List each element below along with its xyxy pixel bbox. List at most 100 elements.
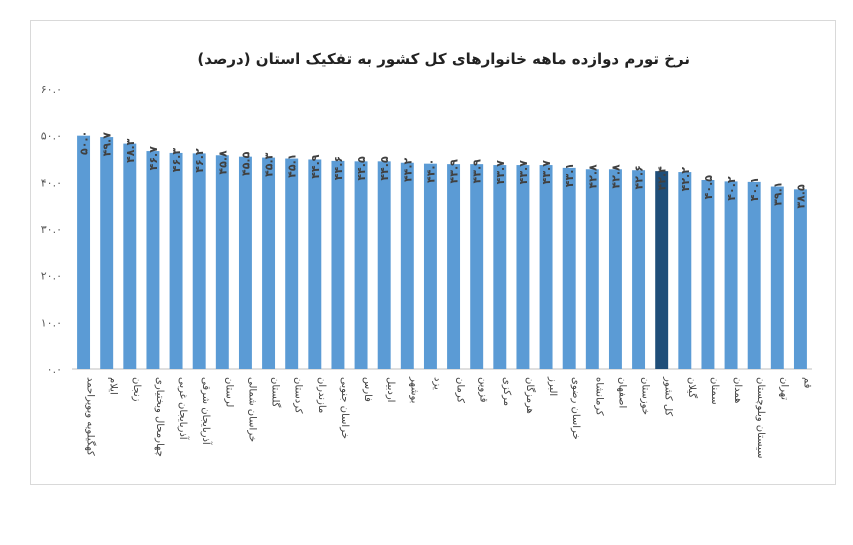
category-label: تهران (778, 377, 789, 400)
bar-value-label: ۴۲.۶ (633, 165, 646, 189)
category-label: اصفهان (616, 377, 627, 408)
bar (701, 180, 715, 369)
category-label: خراسان رضوی (570, 377, 581, 440)
y-tick-label: ۴۰.۰ (41, 176, 62, 189)
bar (770, 186, 784, 369)
y-tick-label: ۳۰.۰ (41, 223, 62, 236)
bar (678, 172, 692, 369)
category-label: مازندران (316, 377, 327, 413)
bar-value-label: ۴۰.۲ (725, 176, 738, 201)
category-label: یزد (431, 377, 442, 390)
bar (793, 189, 807, 369)
bar (146, 151, 160, 369)
bar (539, 165, 553, 369)
category-label: همدان (732, 377, 743, 403)
bar (608, 169, 622, 369)
bar (562, 167, 576, 369)
category-label: ایلام (108, 377, 119, 395)
bar-value-label: ۴۳.۹ (471, 159, 484, 184)
category-label: کرمانشاه (593, 377, 604, 416)
category-label: فارس (362, 377, 373, 402)
bar-value-label: ۵۰.۰ (78, 131, 91, 155)
category-label: البرز (547, 376, 558, 396)
category-label: کردستان (293, 377, 304, 414)
bar-value-label: ۴۶.۲ (193, 148, 206, 173)
category-label: گلستان (270, 377, 282, 408)
bar (516, 165, 530, 369)
bar-value-label: ۴۴.۶ (332, 156, 345, 180)
bar (123, 143, 137, 369)
category-label: قزوین (478, 377, 489, 403)
bar-value-label: ۴۲.۸ (609, 164, 622, 189)
bar (632, 170, 646, 369)
category-label: گیلان (686, 377, 698, 398)
category-label: خوزستان (640, 377, 651, 415)
bar-value-label: ۴۵.۳ (263, 152, 276, 177)
bar (308, 159, 322, 369)
bar-value-label: ۴۰.۱ (748, 177, 761, 201)
category-label: اردبیل (385, 377, 396, 402)
category-label: چهارمحال وبختیاری (154, 377, 165, 457)
category-label: خراسان جنوبی (339, 377, 350, 439)
bar-value-label: ۴۲.۲ (679, 167, 692, 192)
bar (192, 153, 206, 369)
category-label: سمنان (709, 377, 720, 405)
bar-value-label: ۴۳.۹ (448, 159, 461, 184)
bar (423, 163, 437, 369)
bar (354, 161, 368, 369)
category-label: کل کشور (663, 376, 674, 416)
bar-value-label: ۴۰.۵ (702, 175, 715, 200)
y-tick-label: ۰.۰ (47, 363, 62, 376)
y-tick-label: ۶۰.۰ (41, 83, 62, 96)
bar-value-label: ۴۳.۱ (563, 163, 576, 187)
category-label: خراسان شمالی (246, 377, 257, 442)
y-tick-label: ۱۰.۰ (41, 316, 62, 329)
bar-value-label: ۴۲.۴ (656, 166, 669, 191)
bar-value-label: ۴۳.۷ (540, 160, 553, 185)
y-tick-label: ۵۰.۰ (41, 130, 62, 143)
category-label: آذربایجان شرقی (200, 377, 213, 446)
category-label: کرمان (455, 377, 466, 403)
bar (169, 152, 183, 369)
bar-value-label: ۴۹.۷ (101, 132, 114, 157)
bar-value-label: ۴۴.۵ (378, 156, 391, 181)
bar (100, 137, 114, 369)
category-label: قم (801, 377, 812, 389)
bar-value-label: ۴۵.۱ (286, 154, 299, 178)
category-label: کهگیلویه وبویراحمد (85, 377, 97, 456)
bar (262, 157, 276, 369)
bar-value-label: ۳۸.۵ (794, 184, 807, 209)
chart-title: نرخ تورم دوازده ماهه خانوارهای کل کشور ب… (197, 50, 690, 68)
bar (447, 164, 461, 369)
bar (285, 158, 299, 369)
bar-value-label: ۴۳.۷ (494, 160, 507, 185)
bar (724, 181, 738, 369)
bar (655, 171, 669, 369)
bar-value-label: ۴۴.۵ (355, 156, 368, 181)
category-label: بوشهر (408, 376, 419, 403)
bar-value-label: ۴۶.۷ (147, 146, 160, 171)
bar-value-label: ۴۴.۲ (401, 157, 414, 182)
category-label: لرستان (223, 377, 234, 407)
category-label: زنجان (131, 377, 142, 402)
bar (77, 135, 91, 369)
bar-value-label: ۴۳.۷ (517, 160, 530, 185)
category-label: آذربایجان غربی (177, 377, 190, 441)
bar (238, 156, 252, 369)
bar (215, 155, 229, 369)
bar-value-label: ۴۸.۳ (124, 138, 137, 163)
category-label: مرکزی (501, 377, 512, 406)
bar-value-label: ۴۲.۸ (586, 164, 599, 189)
bar (747, 181, 761, 369)
bar-value-label: ۴۶.۳ (170, 148, 183, 173)
y-tick-label: ۲۰.۰ (41, 270, 62, 283)
bar (331, 160, 345, 369)
bar-value-label: ۴۴.۰ (424, 159, 437, 183)
bar-value-label: ۳۹.۱ (771, 182, 784, 206)
bar (470, 164, 484, 369)
bar (493, 165, 507, 369)
category-label: سیستان وبلوچستان (755, 377, 766, 459)
bar (377, 161, 391, 369)
category-label: هرمزگان (524, 377, 536, 414)
